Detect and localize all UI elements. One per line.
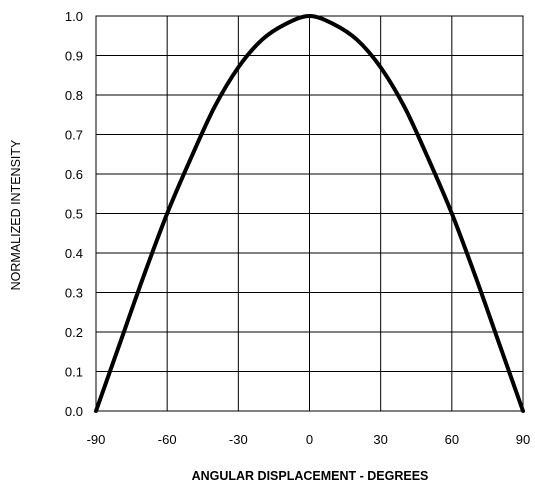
grid: [95, 15, 524, 412]
y-tick-label: 0.6: [65, 167, 83, 182]
y-tick-label: 0.4: [65, 246, 83, 261]
y-tick-label: 0.2: [65, 325, 83, 340]
y-tick-label: 0.7: [65, 128, 83, 143]
x-tick-label: 30: [373, 432, 387, 447]
tick-labels: 0.0 0.1 0.2 0.3 0.4 0.5 0.6 0.7 0.8 0.9 1.0 -90 -60 -…: [65, 9, 530, 447]
y-axis-title: NORMALIZED INTENSITY: [9, 139, 23, 290]
x-tick-label: -90: [87, 432, 106, 447]
y-tick-label: 0.5: [65, 207, 83, 222]
x-tick-label: -30: [229, 432, 248, 447]
series-line: [94, 14, 525, 413]
y-tick-label: 0.3: [65, 286, 83, 301]
y-tick-label: 0.8: [65, 88, 83, 103]
y-tick-label: 0.1: [65, 365, 83, 380]
x-tick-label: 0: [306, 432, 313, 447]
x-tick-label: -60: [158, 432, 177, 447]
x-tick-label: 90: [516, 432, 530, 447]
x-axis-title: ANGULAR DISPLACEMENT - DEGREES: [192, 469, 429, 483]
series-layer: [94, 14, 525, 413]
y-tick-label: 0.9: [65, 49, 83, 64]
y-tick-label: 0.0: [65, 404, 83, 419]
y-tick-label: 1.0: [65, 9, 83, 24]
x-tick-label: 60: [445, 432, 459, 447]
